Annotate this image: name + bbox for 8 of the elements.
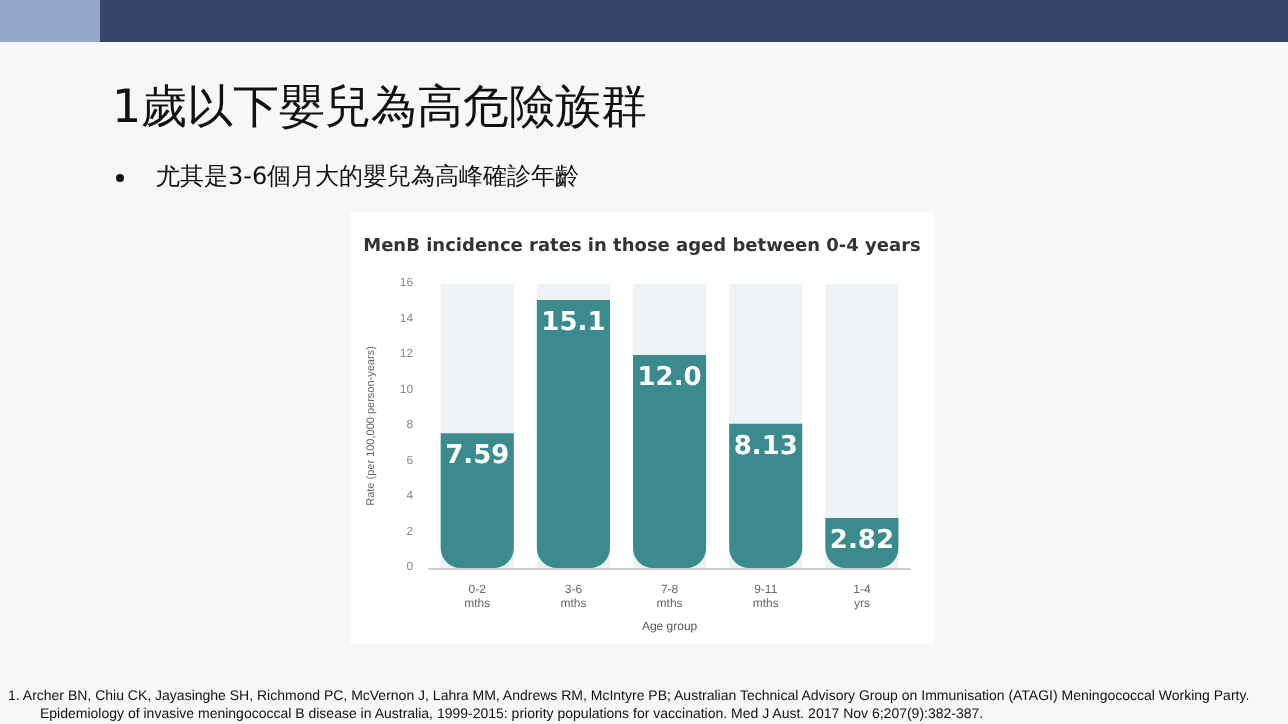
data-label: 2.82 — [829, 525, 894, 556]
data-label: 7.59 — [445, 441, 510, 472]
data-label: 15.1 — [541, 307, 606, 338]
chart-title: MenB incidence rates in those aged between 0-4 years — [363, 237, 921, 257]
data-label: 12.0 — [637, 363, 702, 393]
data-label: 8.13 — [733, 431, 798, 462]
text: 1歲以下嬰兒為高危險族群 — [112, 80, 648, 138]
text: 尤其是3-6個月大的嬰兒為高峰確診年齡 — [156, 162, 580, 190]
